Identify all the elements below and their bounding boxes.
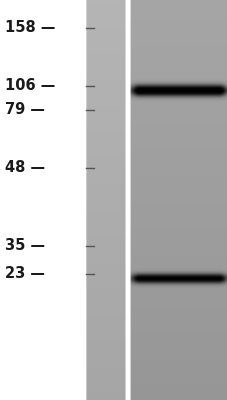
Text: 23 —: 23 — — [5, 266, 44, 282]
Text: 158 —: 158 — — [5, 20, 55, 36]
Text: 106 —: 106 — — [5, 78, 54, 94]
Text: 35 —: 35 — — [5, 238, 44, 254]
Text: 48 —: 48 — — [5, 160, 44, 176]
Text: 79 —: 79 — — [5, 102, 44, 118]
